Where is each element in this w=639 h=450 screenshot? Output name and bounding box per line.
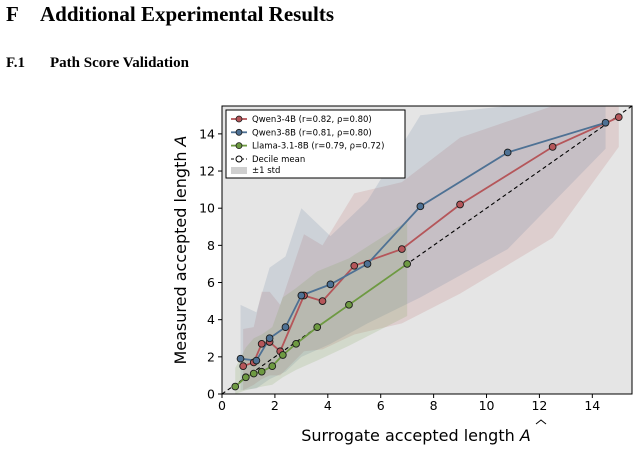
legend-box: [225, 109, 406, 179]
x-tick-label: 4: [324, 398, 332, 413]
y-tick-label: 8: [207, 238, 215, 253]
qwen3-8b-std-band: [240, 106, 606, 391]
legend-decile-mean-marker: [235, 155, 243, 163]
qwen3-4b-point: [614, 113, 623, 121]
legend-std-swatch: [231, 167, 247, 174]
llama-3-1-8b-point: [249, 369, 258, 378]
llama-3-1-8b-point: [241, 373, 250, 382]
qwen3-8b-point: [363, 260, 372, 268]
x-axis-label: Surrogate accepted length A: [301, 426, 531, 445]
qwen3-8b-line: [240, 121, 606, 362]
legend-qwen3-4b-marker: [235, 115, 243, 123]
qwen3-8b-point: [236, 354, 245, 363]
series-points: [231, 113, 623, 391]
qwen3-4b-point: [548, 143, 557, 151]
x-tick-label: 2: [271, 398, 279, 413]
qwen3-4b-point: [350, 261, 359, 270]
llama-3-1-8b-point: [345, 300, 353, 309]
qwen3-8b-point: [297, 291, 306, 300]
qwen3-8b-point: [252, 356, 261, 365]
qwen3-8b-point: [326, 280, 335, 289]
y-tick-label: 6: [207, 275, 215, 290]
section-title: Additional Experimental Results: [40, 2, 335, 26]
legend-entries: Qwen3-4B (r=0.82, ρ=0.80) Qwen3-8B (r=0.8…: [231, 115, 384, 152]
section-number: F: [6, 2, 19, 26]
qwen3-4b-point: [456, 200, 464, 209]
y-axis-ticks: 0 2 4 6 8 10 12 14: [199, 126, 222, 402]
y-tick-label: 4: [207, 312, 215, 327]
qwen3-8b-point: [601, 118, 610, 127]
subsection-heading: F.1 Path Score Validation: [6, 55, 189, 72]
x-axis-symbol-hat: [535, 419, 547, 425]
llama-3-1-8b-point: [313, 323, 322, 331]
x-tick-label: 10: [479, 398, 495, 413]
y-tick-label: 0: [207, 387, 215, 402]
y-axis-label-text: Measured accepted length: [171, 152, 190, 365]
qwen3-4b-point: [257, 339, 266, 348]
y-tick-label: 2: [207, 349, 215, 364]
legend-llama-3-1-8b-marker: [235, 142, 243, 150]
legend-std-label: ±1 std: [252, 166, 280, 176]
legend: Qwen3-4B (r=0.82, ρ=0.80) Qwen3-8B (r=0.8…: [225, 109, 406, 179]
x-tick-label: 0: [218, 398, 226, 413]
legend-qwen3-8b-label: Qwen3-8B (r=0.81, ρ=0.80): [252, 128, 372, 138]
y-tick-label: 10: [199, 201, 215, 216]
qwen3-4b-point: [398, 245, 406, 253]
qwen3-8b-point: [416, 202, 425, 211]
llama-3-1-8b-point: [268, 362, 277, 370]
llama-3-1-8b-point: [278, 351, 287, 359]
legend-decile-mean-label: Decile mean: [252, 155, 305, 165]
llama-3-1-8b-point: [292, 339, 300, 348]
llama-3-1-8b-point: [257, 367, 266, 376]
legend-qwen3-8b-marker: [235, 128, 243, 136]
x-tick-label: 14: [584, 398, 600, 413]
qwen3-8b-point: [503, 148, 512, 157]
legend-qwen3-4b-label: Qwen3-4B (r=0.82, ρ=0.80): [252, 115, 372, 125]
y-tick-label: 14: [199, 126, 215, 141]
x-tick-label: 6: [377, 398, 385, 413]
subsection-title: Path Score Validation: [50, 55, 189, 71]
qwen3-4b-std-band: [243, 106, 619, 391]
y-axis-label-symbol: A: [171, 135, 190, 147]
llama-3-1-8b-line: [234, 263, 408, 388]
plot-frame: [221, 105, 633, 395]
subsection-number: F.1: [6, 55, 26, 71]
x-tick-label: 12: [531, 398, 547, 413]
qwen3-8b-point: [265, 334, 274, 343]
qwen3-4b-point: [318, 297, 327, 305]
y-tick-label: 12: [199, 164, 215, 179]
x-axis-ticks: 0 2 4 6 8 10 12 14: [218, 394, 600, 413]
qwen3-8b-point: [281, 323, 290, 331]
llama-3-1-8b-point: [231, 382, 240, 391]
section-heading: F Additional Experimental Results: [6, 2, 334, 27]
x-axis-label-text: Surrogate accepted length: [301, 426, 515, 445]
llama-3-1-8b-point: [403, 260, 412, 268]
legend-llama-3-1-8b-label: Llama-3.1-8B (r=0.79, ρ=0.72): [252, 142, 384, 152]
qwen3-4b-point: [239, 362, 248, 370]
x-axis-label-symbol: A: [519, 426, 531, 445]
x-tick-label: 8: [430, 398, 438, 413]
y-axis-label: Measured accepted length A: [171, 135, 190, 364]
